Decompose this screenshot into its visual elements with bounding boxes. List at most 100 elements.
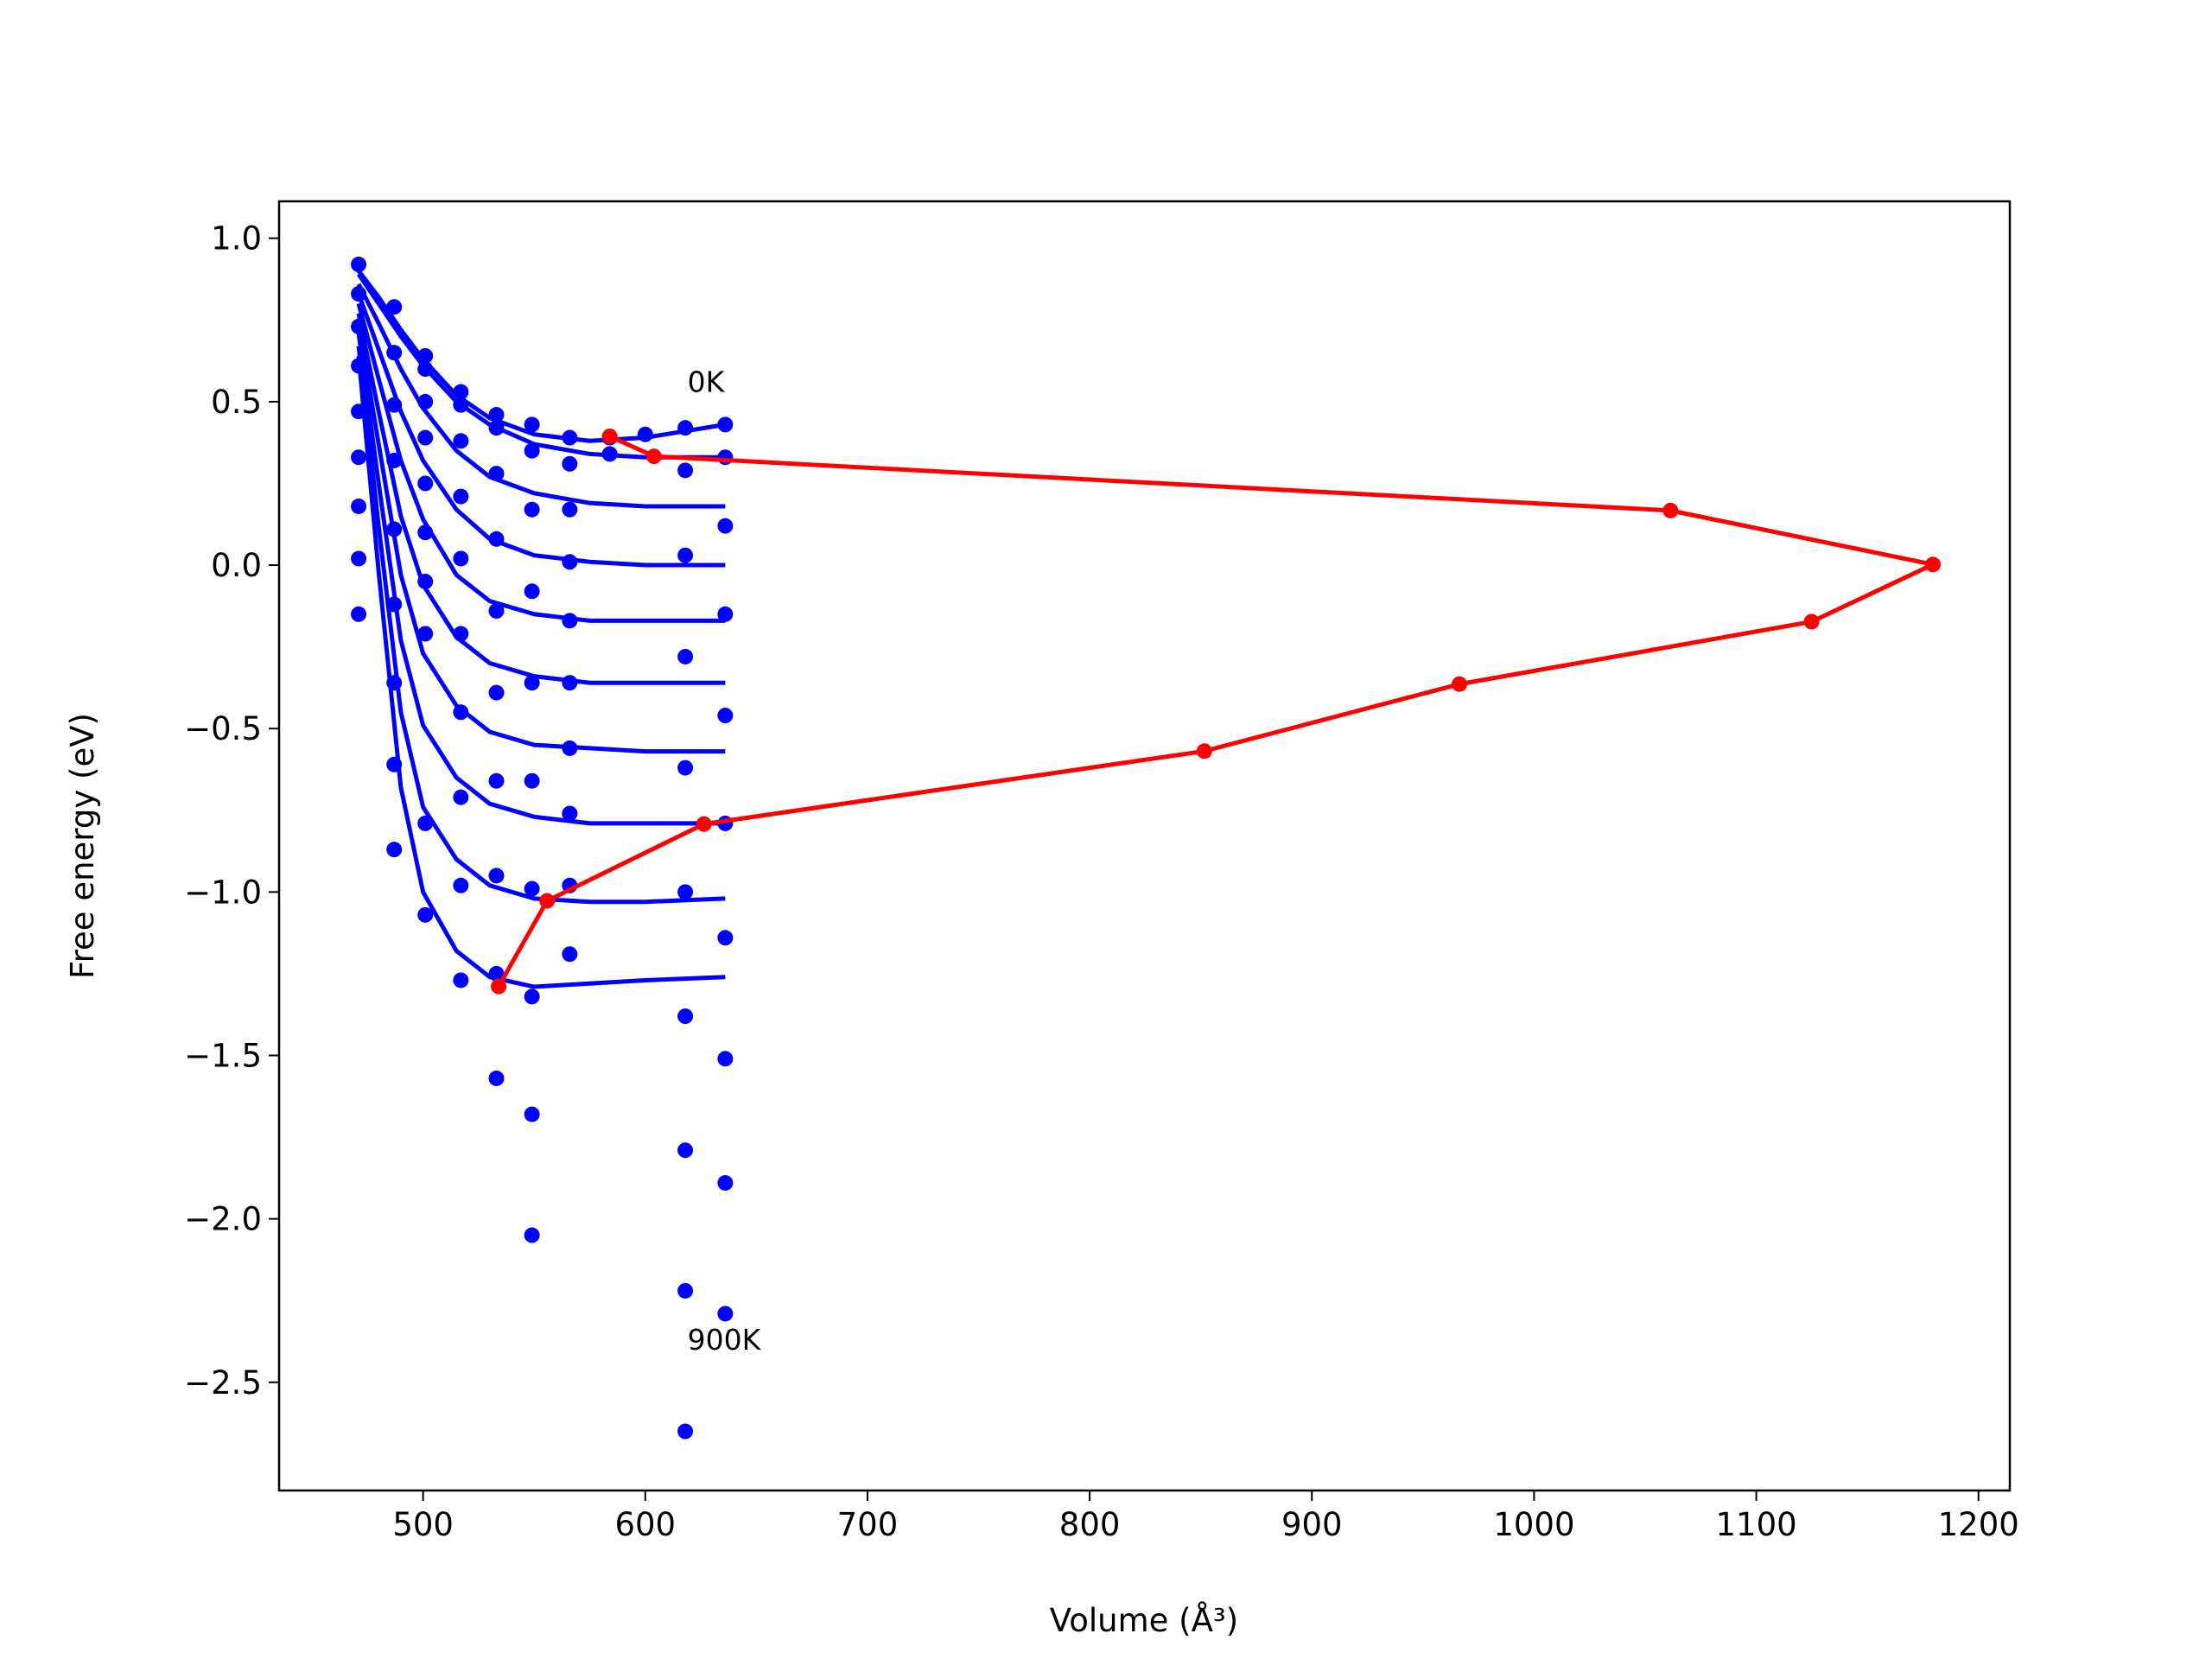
data-point (417, 475, 434, 492)
data-point (717, 518, 734, 534)
y-axis-label: Free energy (eV) (64, 713, 101, 979)
fit-curve (356, 283, 726, 509)
x-tick-label: 900 (1281, 1506, 1343, 1543)
data-point (488, 868, 505, 884)
x-tick-label: 1100 (1715, 1506, 1796, 1543)
data-point (717, 449, 734, 466)
data-point (417, 626, 434, 642)
data-point (601, 446, 618, 462)
data-point (488, 965, 505, 982)
data-point (386, 452, 403, 468)
data-point (453, 433, 469, 449)
data-point (637, 426, 653, 442)
data-point (717, 1051, 734, 1067)
data-point (453, 550, 469, 567)
data-point (524, 772, 540, 789)
data-point (677, 1282, 694, 1299)
data-point (417, 906, 434, 923)
data-point (524, 583, 540, 600)
data-point (488, 684, 505, 701)
data-point (386, 345, 403, 361)
data-point (386, 675, 403, 691)
data-point (488, 603, 505, 620)
data-point (386, 842, 403, 858)
data-point (562, 740, 578, 756)
data-point (453, 384, 469, 400)
data-point (386, 596, 403, 613)
x-tick-label: 1000 (1493, 1506, 1574, 1543)
data-point (524, 880, 540, 897)
data-point (677, 648, 694, 664)
fit-curve (356, 322, 726, 754)
data-point (677, 1142, 694, 1159)
equilibrium-point (645, 448, 662, 465)
equilibrium-point (601, 428, 618, 444)
data-point (717, 1306, 734, 1322)
equilibrium-point (1196, 743, 1212, 760)
x-tick-label: 1200 (1938, 1506, 2019, 1543)
x-tick-label: 600 (614, 1506, 676, 1543)
data-point (417, 815, 434, 831)
data-point (677, 760, 694, 776)
data-point (351, 606, 367, 622)
data-point (524, 988, 540, 1005)
data-point (717, 708, 734, 724)
fit-curve (356, 302, 726, 623)
data-point (562, 675, 578, 691)
equilibrium-line (496, 434, 1940, 988)
fit-curve (356, 293, 726, 568)
data-point (524, 416, 540, 433)
x-tick-label: 800 (1059, 1506, 1121, 1543)
data-point (677, 1423, 694, 1440)
data-point (386, 521, 403, 537)
data-point (562, 501, 578, 518)
data-point (386, 397, 403, 413)
data-point (453, 877, 469, 893)
data-point (524, 501, 540, 518)
data-point (351, 358, 367, 374)
data-point (524, 1227, 540, 1243)
data-point (562, 946, 578, 963)
y-tick-label: −0.5 (184, 710, 262, 747)
annotation: 0K (688, 365, 726, 399)
data-point (562, 554, 578, 570)
equilibrium-point (1662, 502, 1679, 518)
fit-curve (356, 272, 726, 460)
data-point (524, 442, 540, 459)
data-point (417, 573, 434, 589)
data-point (351, 404, 367, 420)
data-point (417, 361, 434, 378)
data-point (488, 466, 505, 482)
equilibrium-point (1803, 613, 1820, 630)
data-point (417, 524, 434, 541)
fit-curve (356, 346, 726, 905)
data-point (717, 416, 734, 433)
data-point (417, 393, 434, 410)
data-point (562, 429, 578, 446)
plot-frame (277, 200, 2012, 1492)
data-point (677, 420, 694, 436)
fit-curve (356, 333, 726, 826)
equilibrium-point (696, 816, 712, 832)
data-point (717, 930, 734, 946)
data-point (488, 531, 505, 547)
data-point (562, 805, 578, 822)
data-point (351, 318, 367, 334)
y-tick-label: 1.0 (211, 220, 262, 257)
data-point (386, 756, 403, 772)
equilibrium-point (1452, 676, 1468, 692)
data-point (524, 675, 540, 691)
data-point (717, 606, 734, 622)
annotation: 900K (688, 1323, 762, 1357)
data-point (524, 1106, 540, 1122)
data-point (453, 488, 469, 505)
y-tick-label: −1.0 (184, 874, 262, 911)
data-point (351, 257, 367, 273)
data-point (351, 498, 367, 514)
data-point (453, 972, 469, 988)
y-tick-label: −2.0 (184, 1201, 262, 1238)
data-point (488, 772, 505, 789)
data-point (386, 299, 403, 315)
